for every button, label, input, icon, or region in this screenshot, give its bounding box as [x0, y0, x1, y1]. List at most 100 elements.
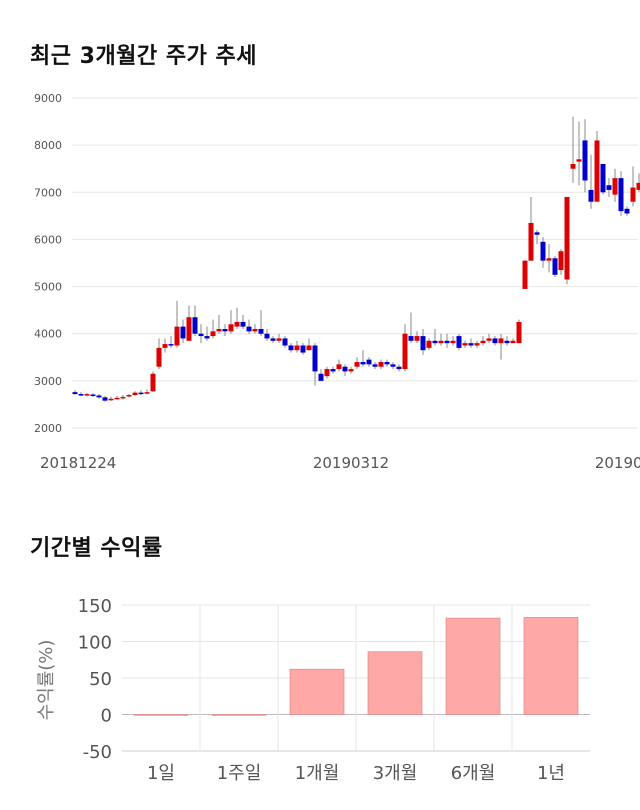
y-tick-label: 9000 — [34, 92, 62, 105]
candle-body — [72, 392, 78, 395]
candle-body — [102, 397, 108, 401]
y-tick-label: 150 — [78, 596, 112, 617]
candle-body — [498, 338, 504, 344]
candle-body — [168, 344, 174, 346]
x-tick-label: 20190312 — [313, 454, 389, 472]
candle-body — [372, 364, 378, 367]
candle-body — [150, 373, 156, 392]
candle-body — [384, 362, 390, 365]
candle-body — [612, 178, 618, 195]
candle-body — [486, 338, 492, 341]
candle-body — [108, 398, 114, 401]
candle-body — [294, 345, 300, 351]
candle-body — [450, 340, 456, 344]
candle-body — [480, 340, 486, 344]
candle-body — [126, 395, 132, 397]
candle-body — [456, 336, 462, 348]
candle-body — [288, 345, 294, 351]
candle-body — [246, 326, 252, 332]
y-tick-label: 7000 — [34, 186, 62, 199]
x-category-label: 1개월 — [295, 763, 340, 784]
candle-body — [192, 317, 198, 334]
x-category-label: 1일 — [147, 763, 175, 784]
candle-body — [84, 394, 90, 396]
candle-body — [186, 317, 192, 341]
return-bar — [445, 617, 501, 715]
candle-body — [552, 258, 558, 275]
y-tick-label: 100 — [78, 633, 112, 654]
candle-body — [474, 343, 480, 346]
y-tick-label: -50 — [83, 742, 112, 763]
candle-body — [438, 340, 444, 344]
candle-body — [594, 140, 600, 202]
return-chart-title: 기간별 수익률 — [30, 536, 163, 561]
candle-body — [222, 329, 228, 332]
price-candlestick-chart: 2000 3000 4000 5000 6000 7000 8000 9000 20181224… — [34, 92, 640, 472]
candle-body — [258, 329, 264, 334]
candle-body — [564, 197, 570, 280]
candle-body — [366, 359, 372, 365]
candle-body — [204, 336, 210, 339]
return-bar — [133, 714, 189, 716]
candle-body — [420, 336, 426, 351]
return-bar — [523, 617, 579, 715]
x-tick-label: 20190522 — [595, 454, 640, 472]
candle-body — [354, 362, 360, 367]
y-tick-label: 0 — [101, 706, 112, 727]
candle-body — [282, 338, 288, 346]
candle-body — [636, 182, 640, 190]
candle-body — [492, 338, 498, 344]
candle-body — [378, 362, 384, 367]
y-tick-label: 8000 — [34, 139, 62, 152]
y-axis-label: 수익률(%) — [36, 640, 57, 721]
candle-body — [138, 392, 144, 395]
x-category-label: 3개월 — [373, 763, 418, 784]
candle-body — [414, 336, 420, 341]
candle-body — [216, 329, 222, 332]
y-tick-label: 50 — [89, 669, 112, 690]
candle-body — [90, 394, 96, 397]
candle-body — [408, 336, 414, 341]
candle-body — [510, 340, 516, 344]
candle-body — [630, 187, 636, 202]
candle-body — [600, 164, 606, 193]
candle-body — [468, 343, 474, 346]
candle-body — [318, 373, 324, 381]
candle-body — [132, 392, 138, 395]
candle-body — [162, 344, 168, 348]
candle-body — [114, 397, 120, 400]
y-tick-label: 4000 — [34, 328, 62, 341]
candle-body — [240, 321, 246, 327]
candle-body — [396, 366, 402, 370]
candle-body — [618, 178, 624, 212]
candle-body — [624, 208, 630, 214]
candle-body — [390, 364, 396, 367]
candle-body — [504, 340, 510, 344]
candle-body — [444, 340, 450, 344]
candle-body — [270, 338, 276, 341]
candle-body — [558, 251, 564, 271]
candle-body — [516, 321, 522, 344]
period-return-bar-chart: -50 0 50 100 150 1일 1주일 1개월 3개월 6개월 1년 수익률(%) — [36, 596, 590, 784]
candle-body — [324, 369, 330, 377]
candle-body — [180, 326, 186, 339]
y-tick-label: 6000 — [34, 233, 62, 246]
return-bar — [289, 668, 345, 715]
candle-body — [120, 396, 126, 399]
candle-body — [78, 394, 84, 396]
candle-body — [528, 222, 534, 261]
x-category-label: 6개월 — [451, 763, 496, 784]
candle-body — [462, 343, 468, 346]
candle-body — [432, 340, 438, 344]
candle-body — [264, 333, 270, 339]
candle-body — [522, 260, 528, 289]
candle-body — [426, 340, 432, 348]
x-tick-label: 20181224 — [40, 454, 116, 472]
candle-body — [144, 392, 150, 394]
candle-body — [156, 347, 162, 367]
candle-body — [588, 189, 594, 202]
candle-body — [582, 140, 588, 181]
candle-body — [348, 369, 354, 372]
candle-body — [336, 364, 342, 370]
return-bar — [367, 651, 423, 715]
